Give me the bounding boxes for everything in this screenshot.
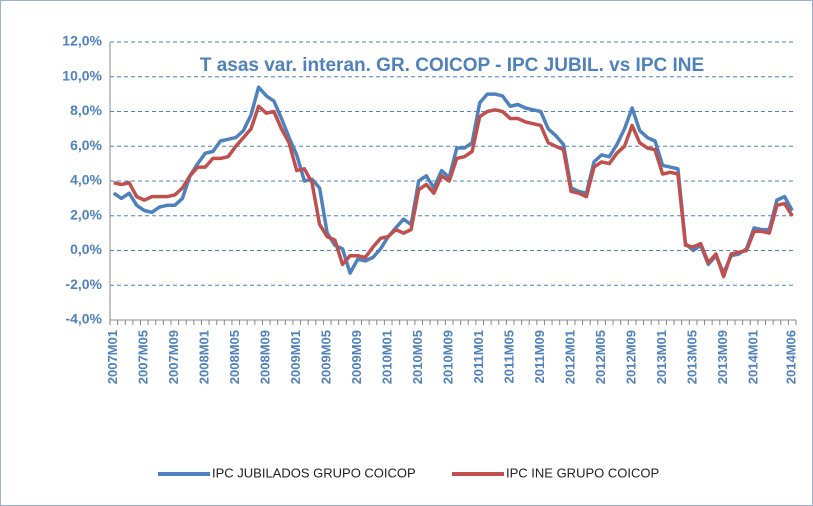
x-tick-label: 2011M01 <box>471 330 486 384</box>
x-tick-label: 2013M01 <box>654 330 669 384</box>
y-tick-label: 2,0% <box>70 206 102 222</box>
x-tick-label: 2010M05 <box>410 330 425 384</box>
chart-title: T asas var. interan. GR. COICOP - IPC JU… <box>200 55 704 76</box>
x-tick-label: 2013M09 <box>715 330 730 384</box>
y-tick-label: 0,0% <box>70 241 102 257</box>
x-tick-label: 2007M05 <box>136 330 151 384</box>
x-tick-label: 2011M05 <box>502 330 517 384</box>
x-tick-label: 2011M09 <box>532 330 547 384</box>
y-tick-label: 6,0% <box>70 137 102 153</box>
x-tick-label: 2010M09 <box>441 330 456 384</box>
x-tick-label: 2008M05 <box>227 330 242 384</box>
x-tick-label: 2007M09 <box>166 330 181 384</box>
x-tick-label: 2010M01 <box>380 330 395 384</box>
x-tick-label: 2009M09 <box>349 330 364 384</box>
y-tick-label: -2,0% <box>65 276 102 292</box>
x-tick-label: 2014M01 <box>746 330 761 384</box>
x-tick-label: 2009M05 <box>319 330 334 384</box>
x-tick-label: 2008M01 <box>197 330 212 384</box>
legend-label: IPC INE GRUPO COICOP <box>506 465 659 480</box>
y-tick-label: 12,0% <box>62 33 102 49</box>
legend-label: IPC JUBILADOS GRUPO COICOP <box>212 465 416 480</box>
y-tick-label: -4,0% <box>65 311 102 327</box>
y-tick-label: 10,0% <box>62 67 102 83</box>
x-tick-label: 2012M05 <box>593 330 608 384</box>
x-tick-label: 2007M01 <box>105 330 120 384</box>
series-line <box>113 104 794 279</box>
x-tick-label: 2012M01 <box>563 330 578 384</box>
y-tick-label: 4,0% <box>70 172 102 188</box>
x-tick-label: 2014M06 <box>784 330 799 384</box>
y-tick-label: 8,0% <box>70 102 102 118</box>
x-tick-label: 2012M09 <box>624 330 639 384</box>
x-tick-label: 2009M01 <box>288 330 303 384</box>
x-tick-label: 2013M05 <box>685 330 700 384</box>
x-tick-label: 2008M09 <box>258 330 273 384</box>
